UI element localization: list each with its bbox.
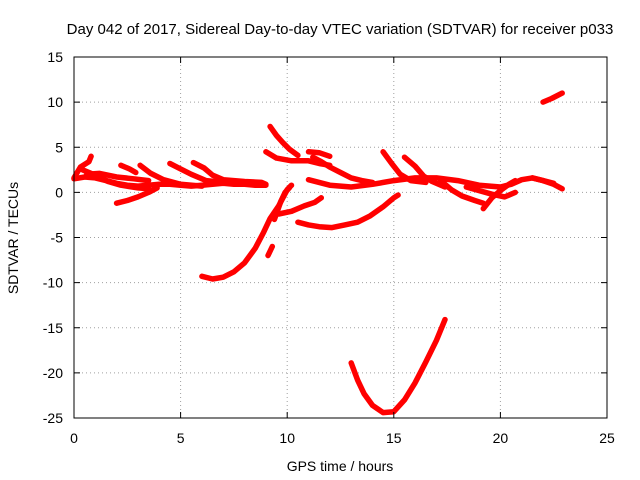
y-tick-label: -15: [43, 320, 63, 336]
series-trace-10: [199, 182, 295, 282]
series-trace-2: [71, 153, 94, 181]
data-traces: [71, 90, 565, 416]
series-trace-13: [275, 195, 325, 217]
series-trace-26: [295, 192, 401, 231]
series-trace-18: [305, 175, 557, 190]
series-trace-14: [267, 123, 301, 159]
series-trace-5: [118, 162, 139, 176]
y-tick-label: -10: [43, 275, 63, 291]
x-tick-label: 5: [177, 430, 185, 446]
series-trace-12: [271, 185, 293, 223]
x-tick-label: 20: [493, 430, 509, 446]
x-tick-label: 0: [70, 430, 78, 446]
y-tick-label: -20: [43, 365, 63, 381]
series-trace-17: [310, 154, 376, 186]
series-trace-27: [348, 316, 448, 416]
x-tick-label: 15: [386, 430, 402, 446]
y-tick-label: 15: [47, 49, 63, 65]
y-tick-label: 10: [47, 94, 63, 110]
x-tick-label: 25: [599, 430, 615, 446]
y-axis-label: SDTVAR / TECUs: [5, 182, 21, 294]
series-trace-11: [265, 243, 276, 259]
plot-frame: [73, 56, 608, 419]
axis-ticks: 0 5 10 15 20 25 15 10 5 0 -5 -10 -15 -20 -25: [43, 49, 615, 446]
y-tick-label: -5: [51, 230, 64, 246]
x-axis-label: GPS time / hours: [287, 458, 394, 474]
series-trace-21: [437, 177, 487, 206]
series-trace-19: [380, 149, 429, 186]
y-tick-label: 5: [55, 139, 63, 155]
series-trace-6: [113, 185, 160, 206]
series-trace-25: [540, 90, 565, 105]
chart-title: Day 042 of 2017, Sidereal Day-to-day VTE…: [67, 21, 614, 38]
grid-lines: [74, 57, 607, 418]
series-trace-23: [480, 177, 519, 212]
series-trace-24: [529, 175, 565, 192]
x-tick-label: 10: [279, 430, 295, 446]
y-tick-label: -25: [43, 410, 63, 426]
series-trace-20: [401, 154, 448, 190]
series-trace-16: [305, 149, 333, 160]
series-trace-9: [190, 159, 269, 188]
y-tick-label: 0: [55, 184, 63, 200]
series-trace-7: [137, 162, 205, 189]
series-trace-4: [84, 170, 152, 184]
